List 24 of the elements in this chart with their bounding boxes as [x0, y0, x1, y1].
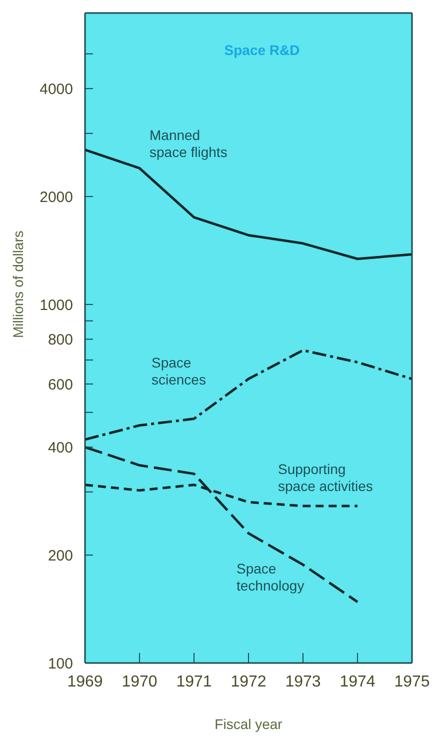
y-tick-label: 2000	[40, 188, 73, 206]
x-tick-label: 1974	[340, 673, 376, 690]
series-label: Supporting space activities	[278, 461, 373, 494]
y-tick-label: 600	[48, 376, 73, 394]
series-label: Space sciences	[152, 354, 206, 388]
x-tick-label: 1969	[67, 673, 103, 690]
line-series	[85, 148, 412, 260]
x-tick-label: 1970	[122, 673, 158, 690]
x-axis-title: Fiscal year	[214, 716, 283, 732]
y-tick-label: 200	[48, 547, 73, 564]
y-tick-label: 1000	[40, 296, 73, 314]
x-tick-label: 1975	[394, 673, 430, 690]
y-axis-title: Millions of dollars	[10, 230, 26, 338]
series-label: Space technology	[236, 560, 304, 594]
line-series	[85, 349, 412, 441]
y-tick-label: 100	[48, 655, 73, 672]
series-label: Manned space flights	[150, 127, 228, 160]
y-tick-label: 400	[48, 439, 73, 456]
x-tick-label: 1973	[285, 673, 321, 690]
x-tick-label: 1971	[176, 673, 212, 690]
y-tick-label: 800	[48, 332, 73, 349]
x-tick-label: 1972	[230, 673, 266, 690]
y-tick-label: 4000	[40, 80, 73, 98]
text: Space R&D	[223, 42, 301, 58]
